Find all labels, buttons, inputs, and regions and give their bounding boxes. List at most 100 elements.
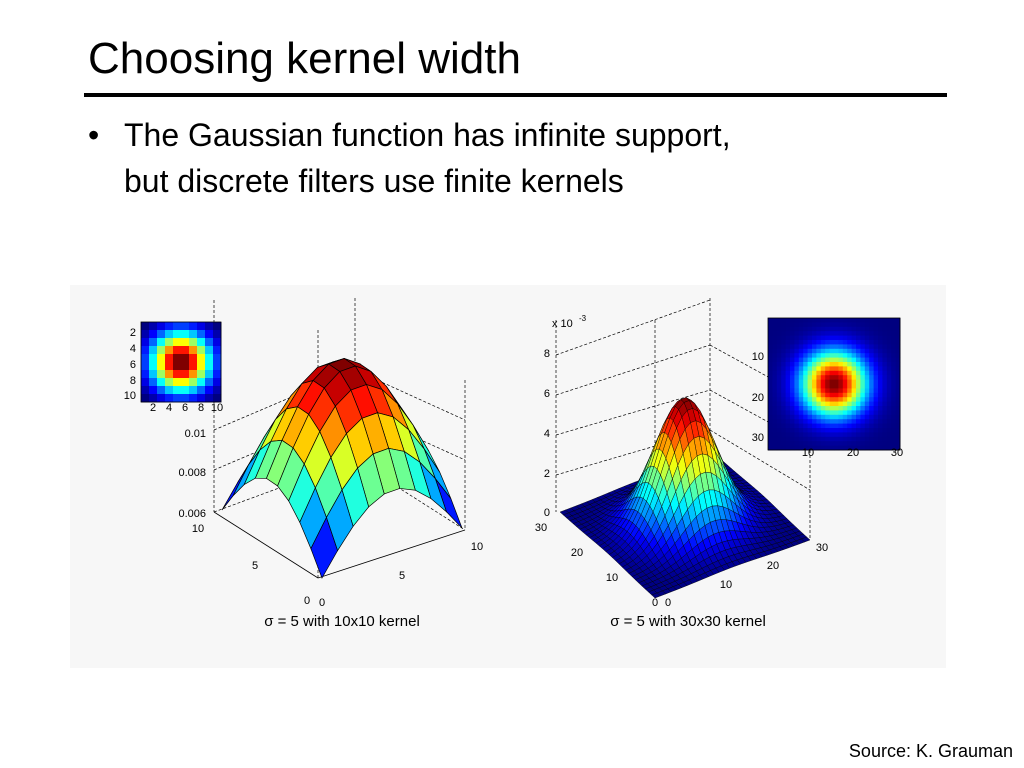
inset-cell (807, 366, 813, 372)
inset-cell (173, 370, 182, 379)
inset-cell (189, 354, 198, 363)
inset-cell (882, 406, 888, 411)
inset-cell (785, 348, 791, 354)
tick-label: 4 (130, 343, 136, 355)
inset-cell (149, 362, 158, 371)
inset-cell (141, 346, 150, 355)
tick-label: 2 (150, 402, 156, 414)
inset-cell (838, 397, 844, 402)
inset-cell (895, 423, 901, 429)
tick-label: 4 (544, 428, 550, 440)
inset-cell (829, 375, 835, 380)
inset-cell (847, 348, 852, 354)
inset-cell (895, 375, 901, 380)
inset-cell (895, 428, 901, 433)
inset-cell (794, 366, 800, 372)
tick-label: 30 (752, 432, 764, 444)
inset-cell (197, 322, 206, 331)
inset-cell (772, 401, 778, 407)
inset-cell (864, 366, 870, 372)
inset-cell (181, 362, 190, 371)
inset-cell (803, 388, 808, 394)
inset-cell (803, 340, 808, 345)
inset-cell (878, 401, 883, 407)
inset-cell (891, 388, 896, 394)
inset-cell (807, 353, 813, 358)
inset-cell (798, 348, 804, 354)
inset-cell (768, 397, 773, 402)
inset-cell (869, 326, 874, 332)
inset-cell (816, 375, 822, 380)
inset-cell (838, 370, 844, 376)
inset-cell (213, 338, 222, 347)
inset-cell (886, 362, 892, 367)
inset-cell (851, 388, 857, 394)
inset-cell (882, 388, 888, 394)
inset-cell (873, 340, 879, 345)
inset-cell (798, 410, 804, 416)
inset-cell (882, 432, 888, 438)
inset-cell (873, 366, 879, 372)
inset-cell (213, 354, 222, 363)
inset-cell (829, 419, 835, 424)
inset-cell (895, 340, 901, 345)
inset-cell (860, 335, 866, 341)
inset-cell (189, 394, 198, 403)
inset-cell (838, 432, 844, 438)
inset-cell (812, 406, 817, 411)
inset-cell (873, 362, 879, 367)
inset-cell (860, 353, 866, 358)
inset-cell (785, 335, 791, 341)
inset-cell (838, 388, 844, 394)
inset-cell (173, 330, 182, 339)
inset-cell (869, 340, 874, 345)
inset-cell (812, 428, 817, 433)
inset-cell (157, 362, 166, 371)
tick-label: 6 (130, 359, 136, 371)
inset-cell (834, 348, 839, 354)
inset-cell (878, 423, 883, 429)
inset-cell (834, 432, 839, 438)
inset-cell (794, 344, 800, 350)
inset-cell (157, 322, 166, 331)
inset-cell (776, 410, 782, 416)
inset-cell (141, 322, 150, 331)
inset-cell (829, 344, 835, 350)
inset-cell (820, 331, 826, 336)
inset-cell (820, 362, 826, 367)
inset-cell (173, 338, 182, 347)
inset-cell (820, 357, 826, 363)
inset-cell (790, 414, 795, 420)
inset-cell (873, 326, 879, 332)
inset-cell (803, 397, 808, 402)
inset-cell (820, 370, 826, 376)
inset-cell (794, 348, 800, 354)
inset-cell (781, 388, 786, 394)
tick-label: 10 (720, 579, 732, 591)
inset-cell (891, 432, 896, 438)
inset-cell (878, 379, 883, 385)
inset-cell (838, 419, 844, 424)
inset-cell (794, 331, 800, 336)
source: Source: K. Grauman (849, 741, 1013, 761)
inset-cell (895, 445, 901, 451)
tick-label: 20 (767, 560, 779, 572)
inset-cell (825, 401, 830, 407)
inset-cell (856, 392, 861, 398)
inset-cell (785, 432, 791, 438)
inset-cell (891, 406, 896, 411)
inset-cell (847, 445, 852, 451)
tick-label: 8 (198, 402, 204, 414)
inset-cell (205, 322, 214, 331)
inset-cell (812, 326, 817, 332)
inset-cell (856, 384, 861, 389)
inset-cell (882, 423, 888, 429)
inset-cell (860, 428, 866, 433)
inset-cell (772, 414, 778, 420)
inset-cell (816, 370, 822, 376)
tick-label: 20 (752, 392, 764, 404)
inset-cell (798, 414, 804, 420)
inset-cell (895, 322, 901, 328)
inset-cell (882, 340, 888, 345)
inset-cell (873, 318, 879, 323)
